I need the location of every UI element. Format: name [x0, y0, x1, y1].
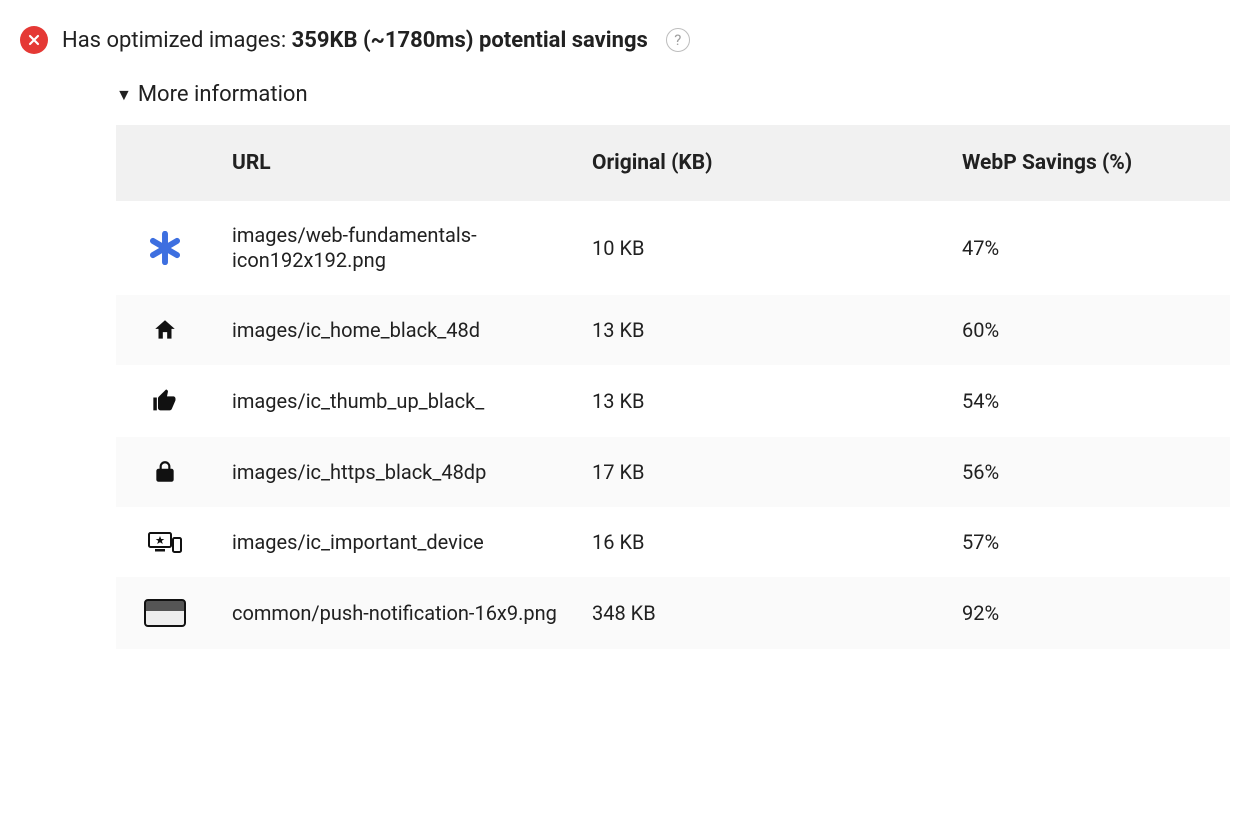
more-information-label: More information: [138, 82, 308, 107]
lock-icon: [152, 459, 178, 485]
savings-cell: 47%: [944, 201, 1230, 295]
savings-cell: 60%: [944, 295, 1230, 365]
savings-cell: 92%: [944, 577, 1230, 649]
audit-title: Has optimized images: 359KB (~1780ms) po…: [62, 28, 648, 53]
url-cell: common/push-notification-16x9.png: [214, 577, 574, 649]
column-header-original: Original (KB): [574, 125, 944, 201]
table-row: images/web-fundamentals-icon192x192.png …: [116, 201, 1230, 295]
url-cell: images/ic_important_device: [214, 507, 574, 577]
table-row: images/ic_important_device 16 KB 57%: [116, 507, 1230, 577]
column-header-webp-savings: WebP Savings (%): [944, 125, 1230, 201]
original-cell: 13 KB: [574, 365, 944, 437]
url-cell: images/ic_https_black_48dp: [214, 437, 574, 507]
push-notification-thumbnail-icon: [144, 599, 186, 627]
audit-header: Has optimized images: 359KB (~1780ms) po…: [20, 20, 1240, 72]
savings-cell: 54%: [944, 365, 1230, 437]
url-cell: images/web-fundamentals-icon192x192.png: [214, 201, 574, 295]
asterisk-icon: [148, 231, 182, 265]
optimized-images-table: URL Original (KB) WebP Savings (%) image…: [116, 125, 1230, 649]
thumbnail-cell: [116, 577, 214, 649]
audit-title-value: 359KB (~1780ms) potential savings: [292, 28, 648, 53]
home-icon: [152, 317, 178, 343]
column-header-thumbnail: [116, 125, 214, 201]
thumbnail-cell: [116, 201, 214, 295]
disclosure-triangle-icon: ▼: [116, 87, 132, 103]
original-cell: 13 KB: [574, 295, 944, 365]
thumbnail-cell: [116, 295, 214, 365]
table-row: images/ic_https_black_48dp 17 KB 56%: [116, 437, 1230, 507]
fail-icon: [20, 26, 48, 54]
url-cell: images/ic_home_black_48d: [214, 295, 574, 365]
savings-cell: 57%: [944, 507, 1230, 577]
thumbnail-cell: [116, 365, 214, 437]
thumbnail-cell: [116, 507, 214, 577]
thumb-up-icon: [151, 387, 179, 415]
url-cell: images/ic_thumb_up_black_: [214, 365, 574, 437]
important-devices-icon: [148, 529, 182, 555]
thumbnail-cell: [116, 437, 214, 507]
column-header-url: URL: [214, 125, 574, 201]
table-header-row: URL Original (KB) WebP Savings (%): [116, 125, 1230, 201]
table-row: images/ic_home_black_48d 13 KB 60%: [116, 295, 1230, 365]
original-cell: 348 KB: [574, 577, 944, 649]
table-row: images/ic_thumb_up_black_ 13 KB 54%: [116, 365, 1230, 437]
more-information-toggle[interactable]: ▼ More information: [116, 72, 1230, 125]
help-icon[interactable]: ?: [666, 28, 690, 52]
original-cell: 16 KB: [574, 507, 944, 577]
original-cell: 10 KB: [574, 201, 944, 295]
original-cell: 17 KB: [574, 437, 944, 507]
table-row: common/push-notification-16x9.png 348 KB…: [116, 577, 1230, 649]
savings-cell: 56%: [944, 437, 1230, 507]
audit-title-label: Has optimized images:: [62, 28, 292, 53]
